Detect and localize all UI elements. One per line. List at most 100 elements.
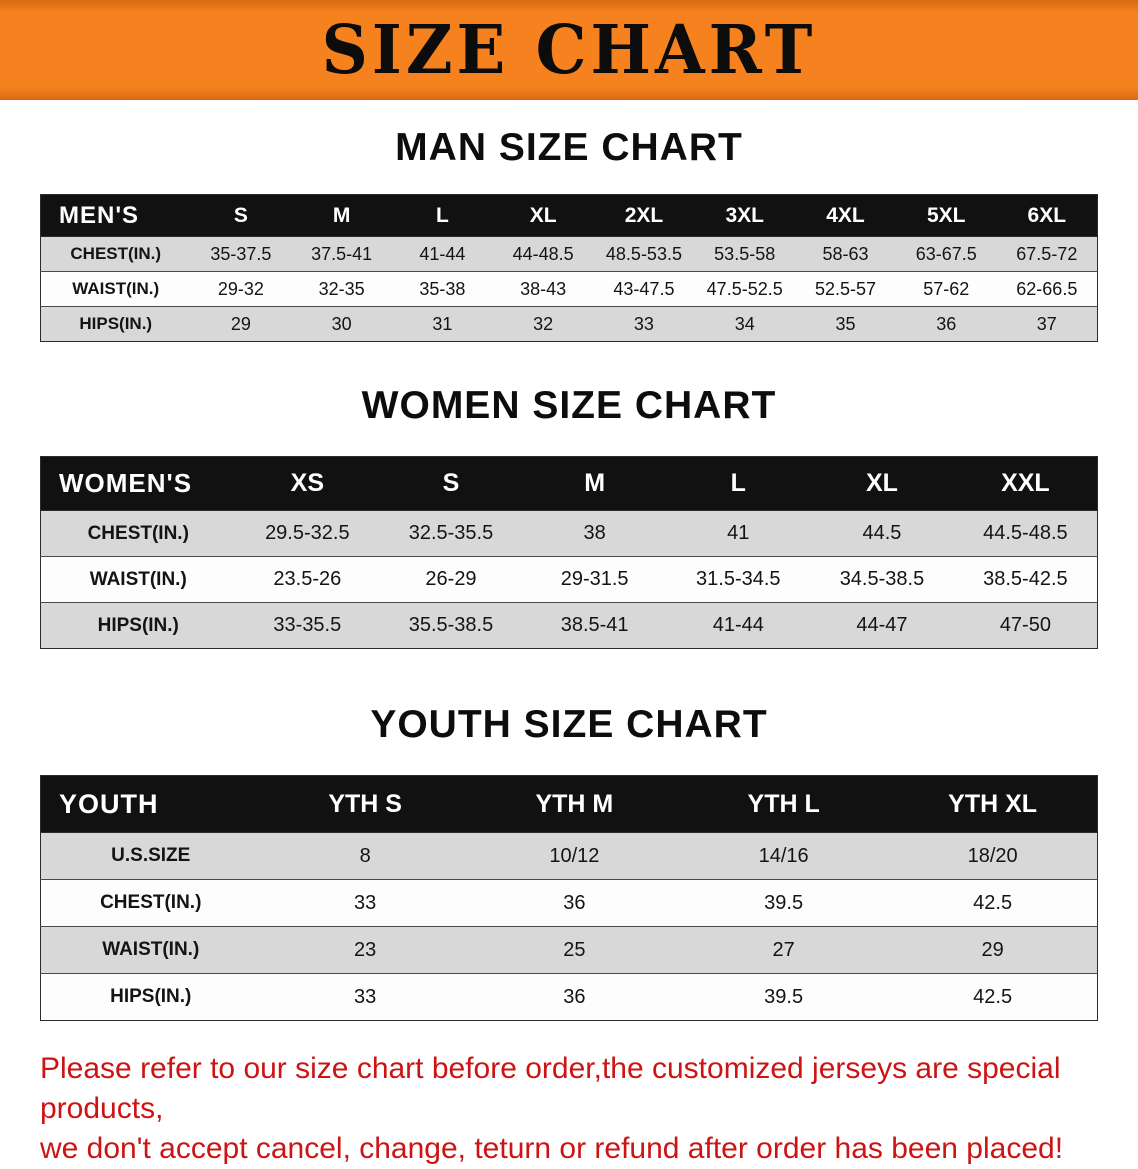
- size-column-header-cell: 4XL: [795, 194, 896, 237]
- value-cell: 63-67.5: [915, 243, 977, 264]
- value-cell: 23: [354, 938, 377, 961]
- table-title-cell: WOMEN'S: [40, 456, 236, 511]
- value-cell: 36: [563, 985, 586, 1008]
- value-cell: 23.5-26: [273, 568, 342, 590]
- value-cell: 47-50: [999, 614, 1051, 636]
- value-cell: 32-35: [318, 278, 365, 299]
- value-cell: 44-47: [856, 614, 908, 636]
- disclaimer-line-1: Please refer to our size chart before or…: [40, 1052, 1061, 1125]
- women-size-table: WOMEN'S XS S M L XL XXL CHEST(IN.) 29.5-32.5 32.5…: [40, 456, 1098, 649]
- row-label-cell: CHEST(IN.): [87, 522, 189, 544]
- value-cell: 35-38: [419, 278, 466, 299]
- value-cell: 67.5-72: [1016, 243, 1078, 264]
- value-cell: 18/20: [967, 844, 1018, 867]
- value-cell: 52.5-57: [814, 278, 876, 299]
- table-title-cell: MEN'S: [40, 194, 191, 237]
- youth-size-table: YOUTH YTH S YTH M YTH L YTH XL U.S.SIZE 8 10/12…: [40, 775, 1098, 1021]
- table-row: U.S.SIZE 8 10/12 14/16 18/20: [40, 832, 1098, 880]
- row-label-cell: HIPS(IN.): [97, 614, 179, 636]
- value-cell: 33: [354, 985, 377, 1008]
- value-cell: 39.5: [764, 891, 804, 914]
- size-column-header-cell: YTH M: [469, 775, 679, 833]
- value-cell: 42.5: [973, 985, 1013, 1008]
- value-cell: 35-37.5: [210, 243, 272, 264]
- youth-size-heading: YOUTH SIZE CHART: [370, 703, 768, 746]
- value-cell: 32.5-35.5: [408, 522, 494, 544]
- table-row: WAIST(IN.) 29-32 32-35 35-38 38-43 43-47.5 47.…: [40, 271, 1098, 307]
- table-row: WAIST(IN.) 23.5-26 26-29 29-31.5 31.5-34.5 34…: [40, 556, 1098, 603]
- value-cell: 29: [230, 313, 251, 334]
- value-cell: 27: [772, 938, 795, 961]
- value-cell: 38.5-41: [560, 614, 629, 636]
- value-cell: 62-66.5: [1016, 278, 1078, 299]
- value-cell: 35: [835, 313, 856, 334]
- row-label-cell: HIPS(IN.): [79, 314, 153, 333]
- table-header-row: YOUTH YTH S YTH M YTH L YTH XL: [40, 775, 1098, 833]
- size-column-header-cell: L: [392, 194, 493, 237]
- table-row: HIPS(IN.) 29 30 31 32 33 34 35 36 37: [40, 306, 1098, 342]
- size-column-header-cell: S: [190, 194, 292, 237]
- table-title-cell: YOUTH: [40, 775, 261, 833]
- value-cell: 14/16: [758, 844, 809, 867]
- value-cell: 8: [359, 844, 371, 867]
- value-cell: 43-47.5: [613, 278, 675, 299]
- value-cell: 38-43: [520, 278, 567, 299]
- value-cell: 38: [583, 522, 606, 544]
- table-row: CHEST(IN.) 35-37.5 37.5-41 41-44 44-48.5 48.5…: [40, 236, 1098, 272]
- size-column-header-cell: YTH XL: [888, 775, 1098, 833]
- value-cell: 37: [1036, 313, 1057, 334]
- size-column-header-cell: YTH S: [260, 775, 470, 833]
- men-size-table: MEN'S S M L XL 2XL 3XL 4XL 5XL 6XL CHEST(IN.) 35-37…: [40, 194, 1098, 342]
- size-column-header-cell: YTH L: [679, 775, 889, 833]
- size-column-header-cell: XS: [235, 456, 380, 511]
- value-cell: 44.5: [862, 522, 902, 544]
- value-cell: 10/12: [549, 844, 600, 867]
- row-label-cell: WAIST(IN.): [89, 568, 187, 590]
- value-cell: 58-63: [822, 243, 869, 264]
- value-cell: 41-44: [712, 614, 764, 636]
- size-column-header-cell: M: [291, 194, 393, 237]
- women-size-heading: WOMEN SIZE CHART: [361, 384, 777, 427]
- value-cell: 38.5-42.5: [983, 568, 1068, 590]
- section-women: WOMEN SIZE CHART WOMEN'S XS S M L XL XXL CHEST(…: [0, 384, 1138, 649]
- disclaimer: Please refer to our size chart before or…: [40, 1049, 1100, 1169]
- disclaimer-line-2: we don't accept cancel, change, teturn o…: [40, 1131, 1064, 1165]
- row-label-cell: WAIST(IN.): [102, 939, 200, 960]
- value-cell: 37.5-41: [311, 243, 373, 264]
- value-cell: 35.5-38.5: [408, 614, 494, 636]
- section-men: MAN SIZE CHART MEN'S S M L XL 2XL 3XL 4XL 5XL 6XL…: [0, 126, 1138, 342]
- row-label-cell: CHEST(IN.): [70, 244, 162, 263]
- value-cell: 29-32: [217, 278, 264, 299]
- table-row: HIPS(IN.) 33-35.5 35.5-38.5 38.5-41 41-44 44-…: [40, 602, 1098, 649]
- value-cell: 39.5: [764, 985, 804, 1008]
- size-chart-banner: SIZE CHART: [0, 0, 1138, 100]
- size-column-header-cell: 5XL: [895, 194, 997, 237]
- value-cell: 33: [354, 891, 377, 914]
- row-label-cell: WAIST(IN.): [72, 279, 160, 298]
- value-cell: 29-31.5: [560, 568, 629, 590]
- value-cell: 53.5-58: [714, 243, 776, 264]
- size-column-header-cell: XXL: [953, 456, 1098, 511]
- value-cell: 29.5-32.5: [265, 522, 350, 544]
- size-column-header-cell: 2XL: [593, 194, 695, 237]
- value-cell: 30: [331, 313, 352, 334]
- value-cell: 33: [633, 313, 654, 334]
- value-cell: 32: [533, 313, 554, 334]
- row-label-cell: U.S.SIZE: [111, 845, 191, 866]
- table-row: HIPS(IN.) 33 36 39.5 42.5: [40, 973, 1098, 1021]
- value-cell: 26-29: [425, 568, 477, 590]
- value-cell: 31.5-34.5: [696, 568, 781, 590]
- value-cell: 36: [936, 313, 957, 334]
- size-column-header-cell: M: [522, 456, 667, 511]
- value-cell: 41: [727, 522, 750, 544]
- value-cell: 48.5-53.5: [605, 243, 682, 264]
- table-header-row: WOMEN'S XS S M L XL XXL: [40, 456, 1098, 511]
- section-youth: YOUTH SIZE CHART YOUTH YTH S YTH M YTH L YTH…: [0, 703, 1138, 1021]
- table-row: CHEST(IN.) 29.5-32.5 32.5-35.5 38 41 44.5 44.5…: [40, 510, 1098, 557]
- size-column-header-cell: S: [379, 456, 523, 511]
- row-label-cell: CHEST(IN.): [100, 892, 202, 913]
- value-cell: 41-44: [419, 243, 466, 264]
- value-cell: 42.5: [973, 891, 1013, 914]
- size-column-header-cell: L: [666, 456, 811, 511]
